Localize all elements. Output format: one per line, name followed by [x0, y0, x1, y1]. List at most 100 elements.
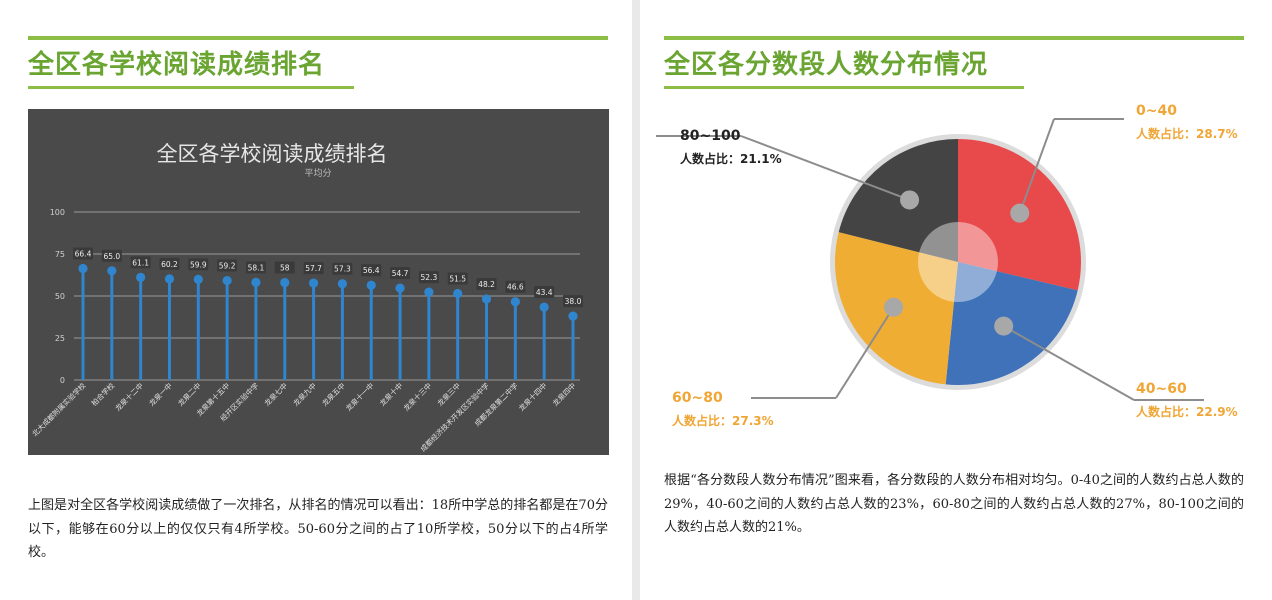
data-label: 58.1 — [248, 263, 265, 272]
bar-point — [481, 294, 492, 304]
category-label: 龙泉十一中 — [344, 381, 376, 413]
slice-range: 80~100 — [680, 128, 741, 144]
slice-range: 0~40 — [1136, 103, 1177, 119]
data-label-bg — [418, 271, 439, 284]
leader-dot — [900, 190, 920, 210]
data-label: 58 — [280, 264, 290, 273]
top-rule — [664, 36, 1244, 40]
data-label: 60.2 — [161, 260, 178, 269]
slice-range: 60~80 — [672, 390, 723, 406]
leader-dot — [994, 316, 1014, 336]
data-label-bg — [534, 286, 555, 299]
category-label: 龙泉三中 — [435, 381, 462, 408]
slice-percent: 人数占比：28.7% — [1136, 127, 1238, 141]
category-label: 龙泉十中 — [378, 381, 405, 408]
data-label: 56.4 — [363, 266, 380, 275]
data-label-bg — [303, 262, 324, 275]
leader-line — [740, 135, 910, 201]
data-label-bg — [274, 261, 295, 274]
section-title: 全区各分数段人数分布情况 — [664, 50, 989, 80]
data-label: 59.9 — [190, 260, 207, 269]
bar-point — [510, 297, 520, 307]
pie-chart-svg — [656, 118, 1204, 401]
data-label-bg — [130, 256, 151, 269]
data-label: 65.0 — [103, 252, 120, 261]
left-page: 全区各学校阅读成绩排名 全区各学校阅读成绩排名 平均分 0 25 50 75 100 6… — [0, 0, 632, 600]
bar-point — [366, 280, 376, 290]
chart-title: 全区各学校阅读成绩排名 — [157, 142, 388, 166]
data-label: 48.2 — [478, 280, 495, 289]
y-tick-label: 50 — [55, 292, 65, 301]
data-label: 57.3 — [334, 265, 351, 274]
data-label-bg — [390, 267, 411, 280]
bar-point — [280, 277, 290, 288]
bar-point — [222, 275, 232, 286]
data-label: 54.7 — [392, 269, 409, 278]
slice-label-80-100: 80~100 人数占比：21.1% — [680, 128, 782, 167]
slice-label-60-80: 60~80 人数占比：27.3% — [672, 390, 774, 429]
bar-point — [193, 274, 203, 284]
data-label-bg — [447, 272, 468, 285]
data-label-bg — [188, 258, 209, 271]
category-label: 龙泉十四中 — [517, 381, 549, 413]
category-label: 龙泉十三中 — [402, 381, 434, 413]
top-rule — [28, 36, 608, 40]
right-page: 全区各分数段人数分布情况 0~40 人数占比：28.7% 40~60 人数占比：… — [640, 0, 1272, 600]
data-label-bg — [361, 264, 382, 277]
category-label: 龙泉四中 — [551, 381, 578, 408]
distribution-paragraph: 根据“各分数段人数分布情况”图来看，各分数段的人数分布相对均匀。0-40之间的人… — [664, 473, 1244, 535]
category-label: 龙泉二中 — [176, 381, 203, 408]
title-underline — [664, 86, 1024, 89]
chart-subtitle: 平均分 — [304, 167, 331, 179]
bar-point — [424, 287, 434, 297]
data-label: 52.3 — [421, 273, 438, 282]
leader-line — [1003, 325, 1135, 401]
slice-percent: 人数占比：21.1% — [680, 152, 782, 166]
pie-slice — [838, 139, 958, 262]
bar-point — [395, 283, 405, 293]
leader-line — [1018, 118, 1055, 214]
data-label-bg — [563, 295, 583, 308]
data-label: 59.2 — [219, 262, 236, 271]
leader-dot — [884, 297, 904, 317]
bar-point — [308, 278, 319, 288]
leader-dot — [1010, 203, 1030, 223]
slice-percent: 人数占比：22.9% — [1136, 405, 1238, 419]
data-label-bg — [217, 259, 238, 272]
title-underline — [28, 86, 354, 89]
slice-range: 40~60 — [1136, 381, 1187, 397]
bar-point — [251, 277, 261, 287]
category-label: 柏合学校 — [90, 381, 117, 408]
data-label: 61.1 — [132, 258, 149, 267]
bar-point — [568, 311, 578, 321]
data-label-bg — [73, 247, 93, 260]
data-label-bg — [159, 257, 180, 270]
data-label: 38.0 — [565, 297, 582, 306]
pie-center-hole — [918, 222, 998, 302]
category-label: 龙泉七中 — [262, 381, 289, 408]
leader-line — [835, 306, 895, 399]
ranking-chart-svg: 全区各学校阅读成绩排名 平均分 0 25 50 75 100 66.4 北大成都附属实验学… — [30, 142, 583, 453]
data-label-bg — [332, 262, 353, 275]
bar-point — [136, 272, 146, 282]
data-label: 51.5 — [449, 274, 466, 283]
bar-point — [453, 288, 463, 299]
slice-label-0-40: 0~40 人数占比：28.7% — [1136, 103, 1238, 142]
bar-point — [539, 302, 549, 312]
data-label: 46.6 — [507, 283, 524, 292]
category-label: 龙泉五中 — [320, 381, 347, 408]
y-tick-label: 25 — [55, 334, 65, 343]
ranking-paragraph: 上图是对全区各学校阅读成绩做了一次排名，从排名的情况可以看出：18所中学总的排名… — [28, 498, 608, 560]
distribution-pie-chart: 0~40 人数占比：28.7% 40~60 人数占比：22.9% 60~80 人… — [640, 95, 1272, 455]
category-label: 龙泉十二中 — [113, 381, 145, 413]
slice-label-40-60: 40~60 人数占比：22.9% — [1136, 381, 1238, 420]
category-label: 龙泉一中 — [147, 381, 174, 408]
section-title: 全区各学校阅读成绩排名 — [28, 50, 326, 80]
category-label: 北大成都附属实验学校 — [30, 381, 87, 438]
data-label-bg — [476, 278, 497, 291]
category-label: 龙泉九中 — [291, 381, 318, 408]
bar-point — [337, 279, 348, 289]
slice-percent: 人数占比：27.3% — [672, 414, 774, 428]
y-tick-label: 100 — [50, 208, 65, 217]
data-label: 43.4 — [536, 288, 553, 297]
